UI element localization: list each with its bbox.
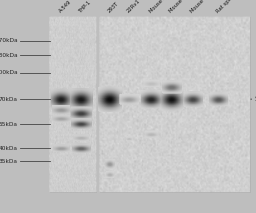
- Text: Mouse testis: Mouse testis: [168, 0, 195, 14]
- Text: 55kDa: 55kDa: [0, 122, 18, 127]
- Text: THP-1: THP-1: [78, 0, 92, 14]
- Bar: [100, 17, 250, 192]
- Text: Mouse thymus: Mouse thymus: [190, 0, 221, 14]
- Text: 35kDa: 35kDa: [0, 159, 18, 164]
- Text: 40kDa: 40kDa: [0, 145, 18, 151]
- Text: SLAMF7: SLAMF7: [255, 96, 256, 102]
- Text: Rat spleen: Rat spleen: [215, 0, 239, 14]
- Text: 70kDa: 70kDa: [0, 97, 18, 102]
- Text: A-549: A-549: [58, 0, 72, 14]
- Text: 293T: 293T: [106, 1, 120, 14]
- Text: 22Rv1: 22Rv1: [126, 0, 141, 14]
- Text: 130kDa: 130kDa: [0, 53, 18, 58]
- Text: 100kDa: 100kDa: [0, 71, 18, 75]
- Bar: [50, 17, 96, 192]
- Text: Mouse spleen: Mouse spleen: [148, 0, 177, 14]
- Text: 170kDa: 170kDa: [0, 38, 18, 43]
